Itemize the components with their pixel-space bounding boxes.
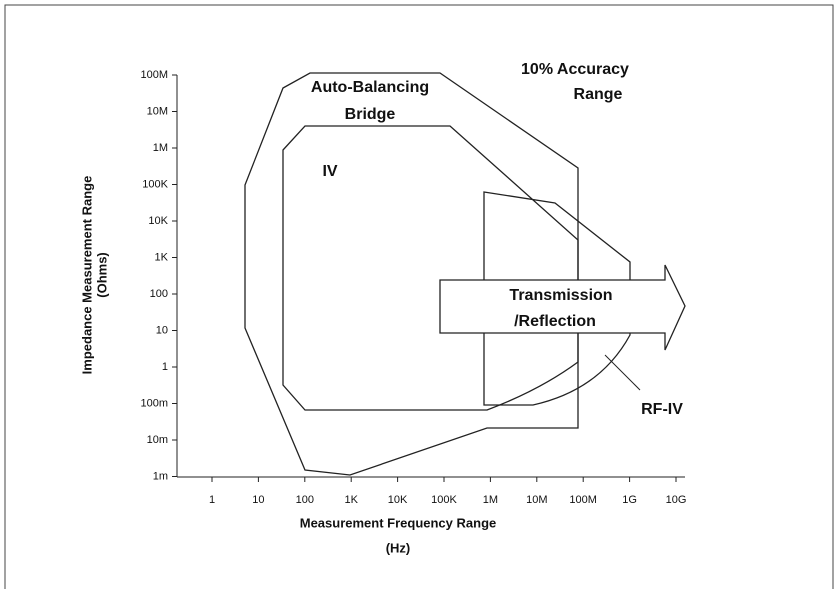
x-tick-label: 1 xyxy=(209,494,215,506)
y-tick-label: 10M xyxy=(147,105,168,117)
x-tick-label: 100M xyxy=(569,494,597,506)
x-tick-label: 10M xyxy=(526,494,547,506)
region-label: Bridge xyxy=(345,106,396,123)
y-tick-label: 1K xyxy=(155,251,169,263)
region-label: /Reflection xyxy=(514,313,596,330)
y-tick-label: 1m xyxy=(153,470,168,482)
y-tick-label: 1M xyxy=(153,142,168,154)
transmission-arrow xyxy=(439,264,686,351)
x-tick-label: 1G xyxy=(622,494,637,506)
y-tick-label: 10m xyxy=(147,434,168,446)
auto-balancing-region xyxy=(244,72,579,476)
pointer xyxy=(604,354,641,391)
x-tick-label: 10G xyxy=(666,494,687,506)
y-axis-title: Impedance Measurement Range xyxy=(79,176,94,375)
x-tick-label: 1M xyxy=(483,494,498,506)
region-label: Auto-Balancing xyxy=(311,79,429,96)
x-axis-title: Measurement Frequency Range xyxy=(300,515,497,530)
frame xyxy=(4,4,834,589)
y-tick-label: 1 xyxy=(162,361,168,373)
x-tick-label: 1K xyxy=(344,494,358,506)
y-tick-label: 100K xyxy=(142,178,168,190)
y-tick-label: 100 xyxy=(150,288,168,300)
x-tick-label: 100 xyxy=(296,494,314,506)
rf-iv-region xyxy=(483,191,631,406)
y-tick-label: 10 xyxy=(156,324,168,336)
y-tick-label: 100m xyxy=(140,397,168,409)
y-tick-label: 100M xyxy=(140,69,168,81)
region-label: Transmission xyxy=(509,287,612,304)
x-tick-label: 10 xyxy=(252,494,264,506)
x-tick-label: 10K xyxy=(388,494,408,506)
y-tick-label: 10K xyxy=(148,215,168,227)
note: Range xyxy=(574,86,623,103)
region-label: IV xyxy=(322,163,337,180)
x-tick-label: 100K xyxy=(431,494,457,506)
note: 10% Accuracy xyxy=(521,61,629,78)
x-axis-title: (Hz) xyxy=(386,540,411,555)
region-label: RF-IV xyxy=(641,401,683,418)
y-axis-title: (Ohms) xyxy=(94,252,109,298)
